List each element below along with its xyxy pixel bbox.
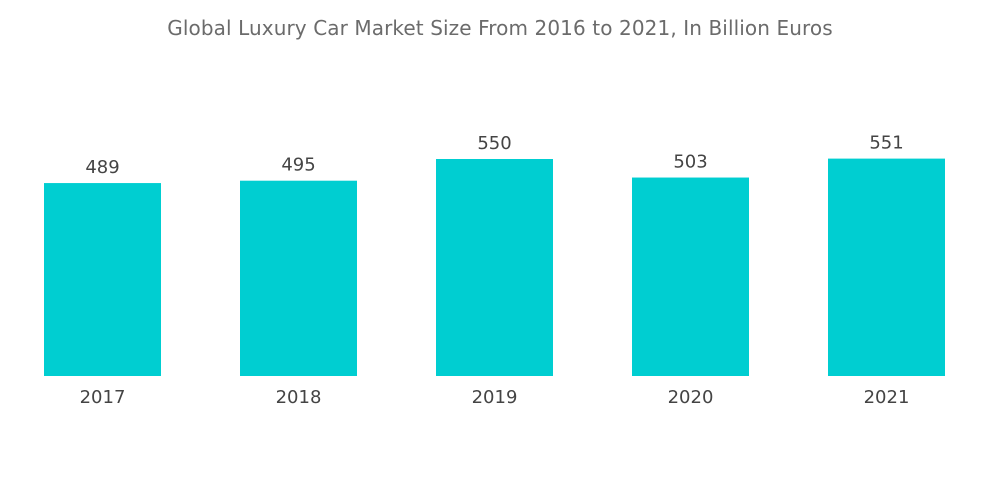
bar-2019 [436, 159, 553, 376]
value-labels-group: 489 495 550 503 551 [85, 133, 903, 178]
value-label-2019: 550 [477, 133, 511, 154]
value-label-2021: 551 [869, 133, 903, 154]
bar-2021 [828, 158, 945, 376]
value-label-2017: 489 [85, 157, 119, 178]
x-axis-ticks-group: 2017 2018 2019 2020 2021 [80, 387, 910, 408]
x-tick-label-2017: 2017 [80, 387, 126, 408]
x-tick-label-2021: 2021 [864, 387, 910, 408]
value-label-2020: 503 [673, 152, 707, 173]
value-label-2018: 495 [281, 155, 315, 176]
x-tick-label-2020: 2020 [668, 387, 714, 408]
bar-2017 [44, 183, 161, 376]
bar-2020 [632, 177, 749, 376]
chart-title: Global Luxury Car Market Size From 2016 … [167, 16, 833, 40]
x-tick-label-2018: 2018 [276, 387, 322, 408]
bar-2018 [240, 180, 357, 376]
bars-group [44, 158, 945, 376]
x-tick-label-2019: 2019 [472, 387, 518, 408]
